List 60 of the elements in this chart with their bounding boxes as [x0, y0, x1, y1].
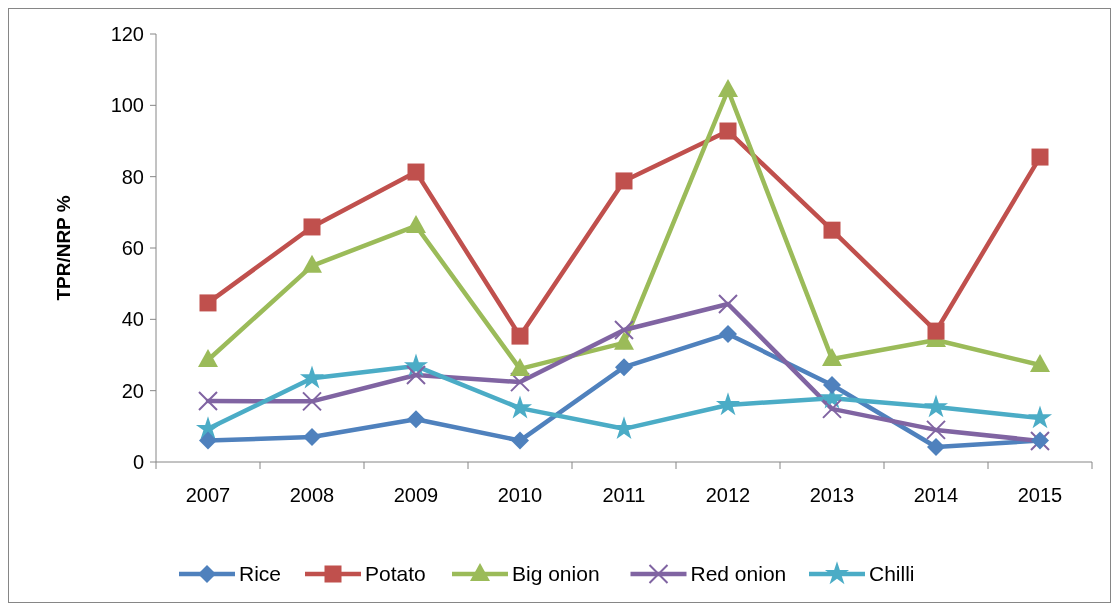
y-tick-label: 60	[121, 237, 144, 259]
point	[1030, 353, 1050, 372]
x-tick-label: 2010	[497, 484, 543, 506]
point	[718, 79, 738, 97]
y-tick-label: 20	[121, 379, 144, 402]
point	[1027, 405, 1053, 429]
point	[198, 348, 218, 367]
point	[823, 221, 841, 239]
x-tick-label: 2011	[602, 484, 646, 506]
point	[822, 398, 842, 419]
point	[511, 327, 529, 345]
legend-label: Big onion	[512, 562, 600, 586]
x-tick-label: 2008	[289, 484, 335, 506]
point	[715, 392, 741, 416]
point	[299, 365, 325, 389]
point	[510, 357, 530, 376]
point	[614, 320, 634, 341]
point	[199, 294, 217, 312]
point	[615, 358, 633, 377]
point	[507, 395, 533, 419]
x-tick-label: 2015	[1017, 484, 1063, 506]
point	[302, 391, 322, 412]
point	[406, 364, 426, 385]
point	[1031, 148, 1049, 166]
point	[614, 331, 634, 350]
point	[406, 214, 426, 233]
point	[303, 218, 321, 236]
x-tick-label: 2007	[185, 484, 231, 506]
legend-label: Chilli	[869, 562, 915, 586]
point	[303, 428, 321, 447]
point	[403, 353, 429, 377]
point	[198, 391, 218, 412]
point	[927, 438, 945, 457]
x-tick-label: 2013	[809, 484, 855, 506]
point	[718, 294, 738, 314]
x-tick-label: 2009	[393, 484, 439, 506]
legend-label: Potato	[365, 562, 426, 586]
y-axis-title: TPR/NRP %	[53, 195, 74, 301]
point	[927, 322, 945, 340]
y-tick-label: 40	[121, 308, 144, 331]
y-tick-label: 120	[110, 23, 144, 45]
point	[199, 431, 217, 450]
point	[926, 419, 946, 440]
legend-label: Red onion	[690, 562, 787, 586]
y-tick-label: 80	[121, 165, 144, 188]
point	[823, 375, 841, 394]
point	[923, 394, 949, 418]
legend-label: Rice	[239, 562, 282, 586]
point	[511, 431, 529, 450]
x-tick-label: 2012	[705, 484, 751, 506]
point	[407, 163, 425, 181]
y-tick-label: 0	[132, 451, 144, 473]
y-tick-label: 100	[110, 94, 144, 117]
point	[822, 347, 842, 366]
x-tick-label: 2014	[913, 484, 959, 506]
point	[719, 122, 737, 140]
point	[407, 410, 425, 429]
point	[615, 172, 633, 190]
point	[302, 254, 322, 273]
point	[719, 324, 737, 343]
